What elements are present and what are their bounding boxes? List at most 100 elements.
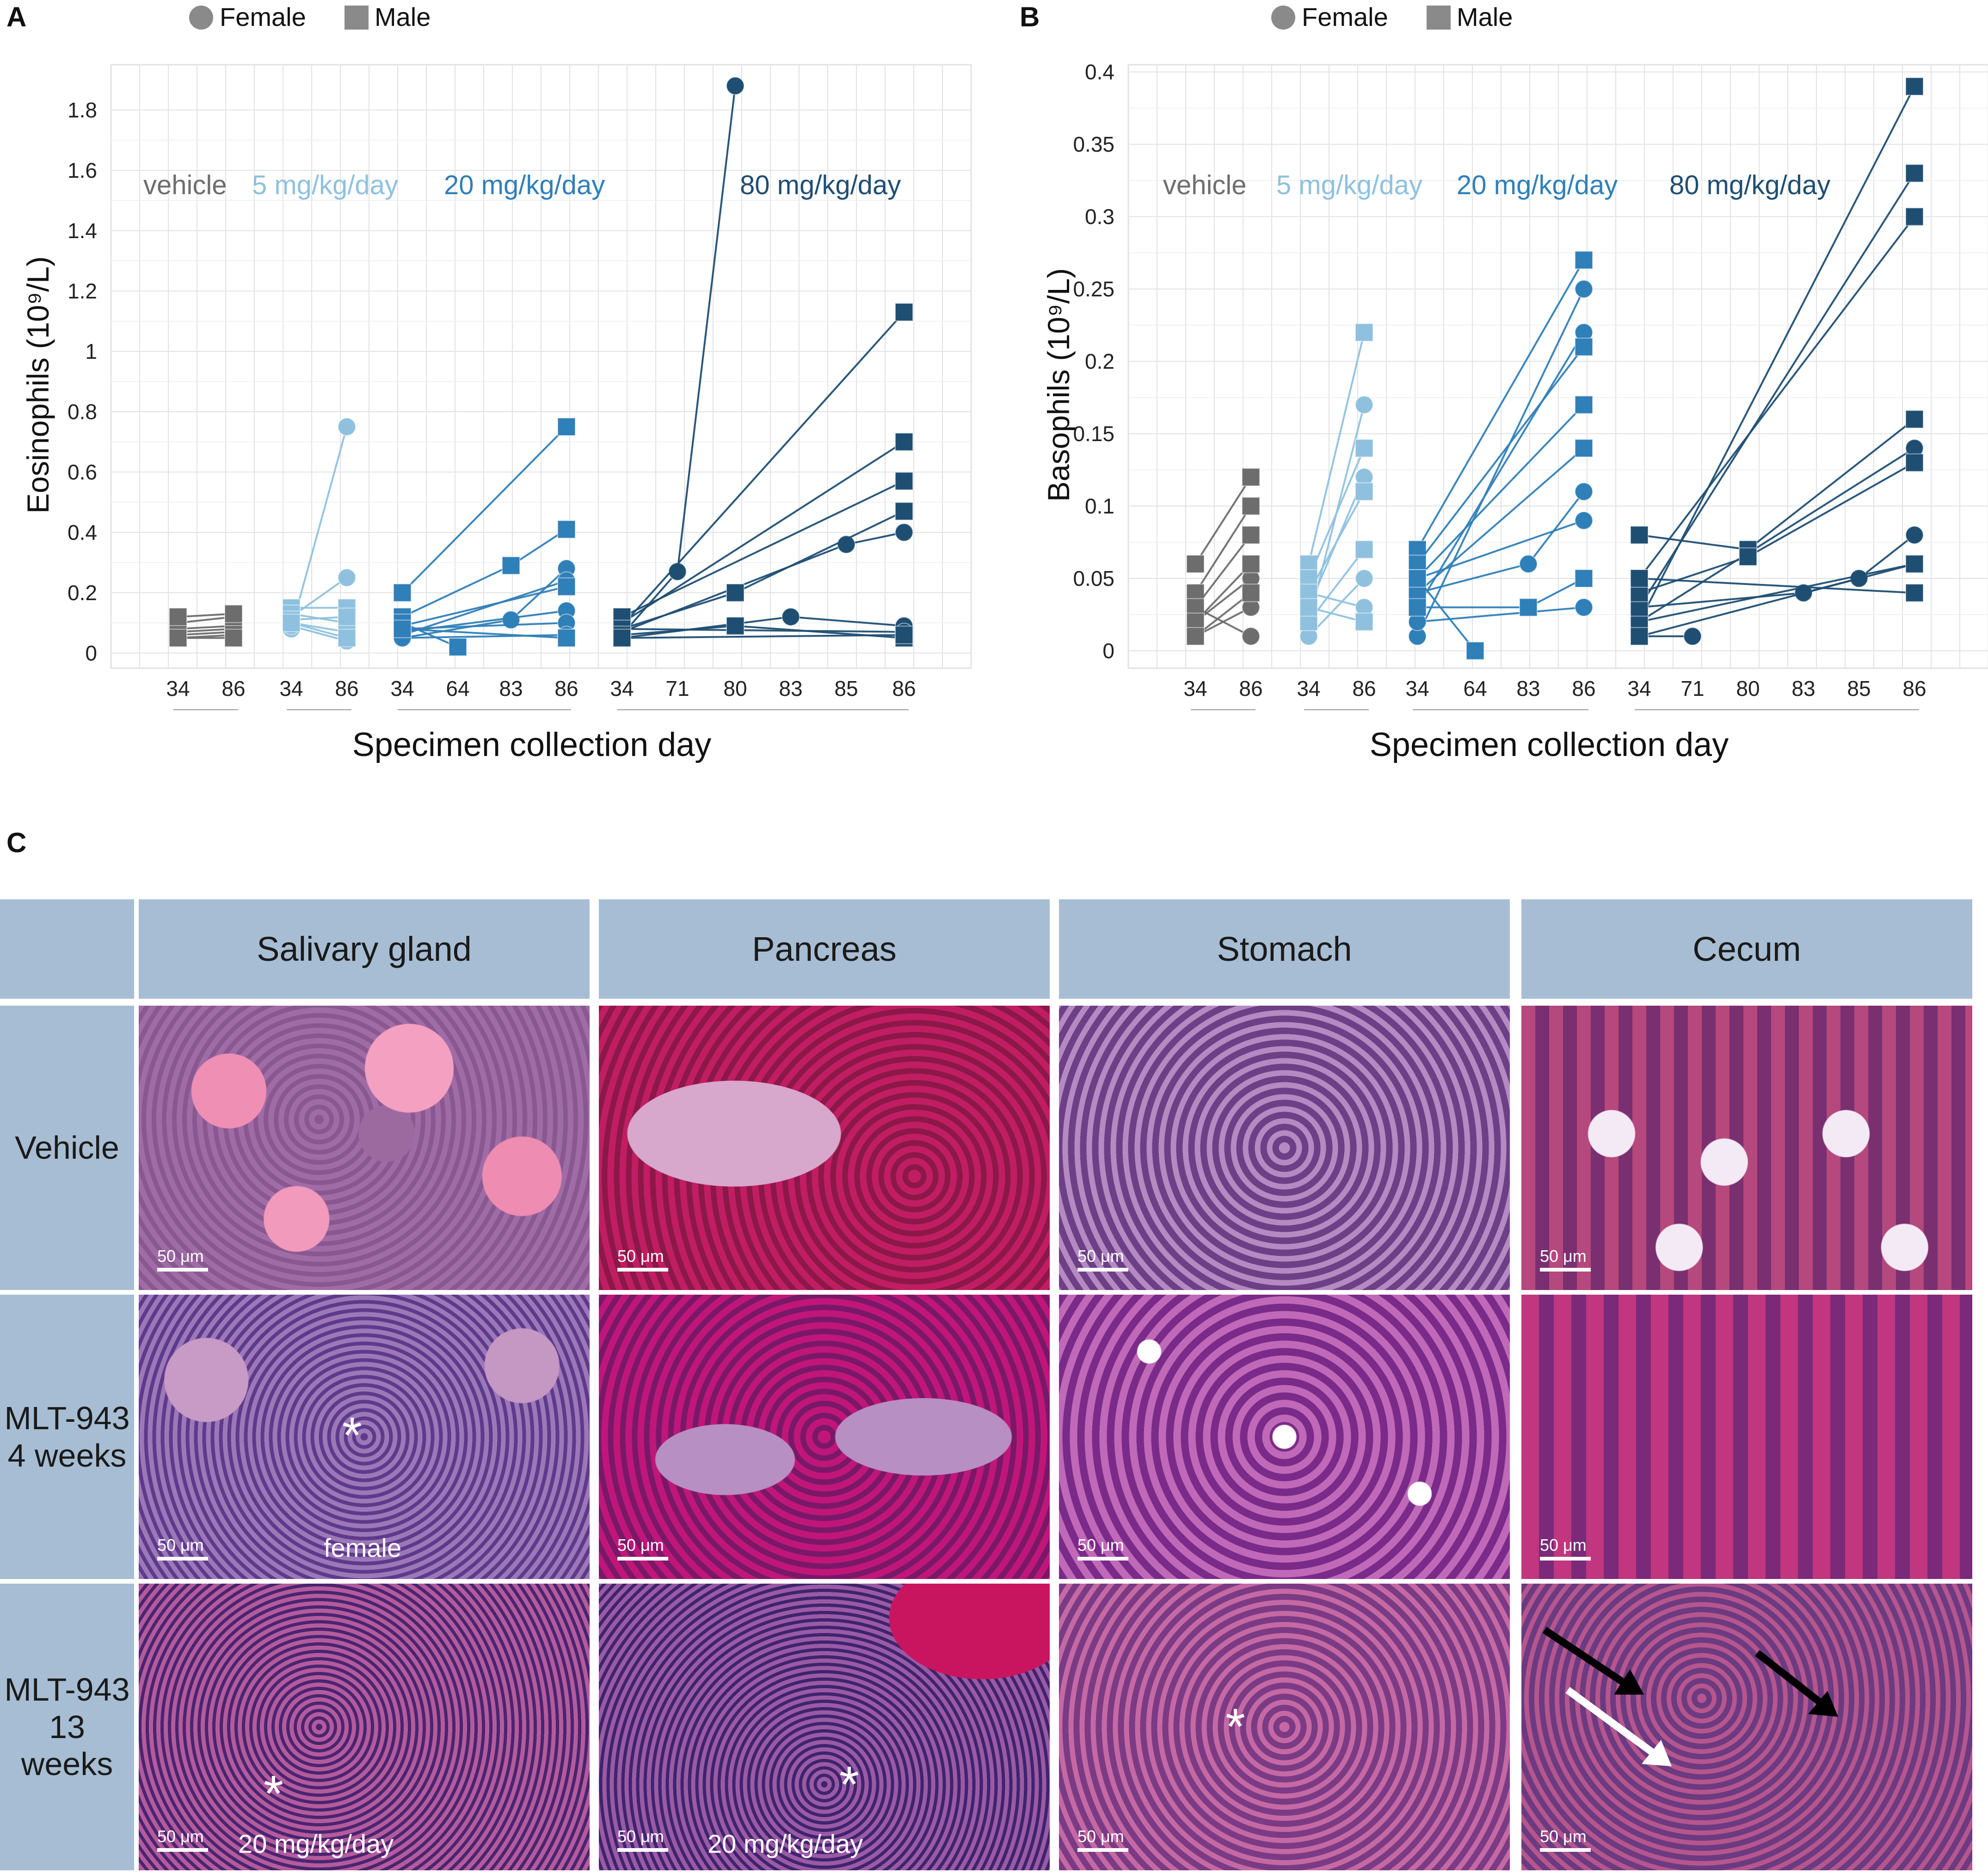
male-marker: [338, 628, 356, 647]
x-tick-label: 34: [1627, 676, 1651, 700]
male-marker: [1355, 540, 1373, 559]
micrograph-pancreas-4-weeks: 50 μm: [599, 1295, 1050, 1579]
group-label: 5 mg/kg/day: [252, 170, 398, 200]
male-marker: [1408, 569, 1427, 588]
y-tick-label: 0: [85, 641, 97, 665]
subject-line: [1416, 578, 1476, 651]
x-tick-label: 83: [1516, 676, 1540, 700]
infiltrate-asterisk: *: [264, 1765, 283, 1822]
micrograph-stomach-13-weeks: * 50 μm: [1059, 1584, 1510, 1870]
subject-line: [402, 528, 567, 618]
x-tick-label: 86: [1572, 676, 1595, 700]
column-header-salivary-gland: Salivary gland: [139, 899, 590, 999]
scale-bar-label: 50 μm: [1540, 1827, 1587, 1846]
legend-female-label: Female: [1302, 2, 1388, 31]
male-marker: [169, 628, 187, 647]
row-header-13-weeks: MLT-943 13 weeks: [0, 1584, 134, 1870]
scale-bar: [617, 1557, 668, 1561]
micrograph-salivary-13-weeks: * 20 mg/kg/day 50 μm: [139, 1584, 590, 1870]
chart-B: 0 0.05 0.1 0.15 0.2 0.25 0.3 0.35 0.4 Basophils (…: [1041, 2, 1988, 763]
male-marker: [726, 583, 745, 602]
x-tick-label: 34: [1183, 676, 1207, 700]
y-tick-label: 0.05: [1073, 566, 1114, 590]
x-tick-label: 86: [1902, 676, 1926, 700]
male-marker: [1575, 569, 1593, 588]
row-label-line2: 4 weeks: [7, 1437, 127, 1474]
subject-line: [1416, 259, 1585, 550]
panel-label-b: B: [1020, 1, 1040, 32]
subject-line: [622, 628, 905, 633]
scale-bar: [1540, 1557, 1591, 1561]
scale-bar-label: 50 μm: [157, 1536, 204, 1554]
y-tick-label: 0: [1102, 639, 1114, 663]
y-tick-label: 0.4: [68, 520, 97, 544]
male-marker: [282, 614, 301, 633]
chart-A: 0 0.2 0.4 0.6 0.8 1 1.2 1.4 1.6 1.8 Eosinophils (1…: [21, 2, 972, 763]
scale-bar: [1077, 1848, 1128, 1852]
x-tick-label: 83: [1791, 676, 1815, 700]
male-marker: [557, 577, 576, 596]
male-marker: [1905, 584, 1924, 602]
male-marker: [393, 583, 412, 602]
row-header-vehicle: Vehicle: [0, 1006, 134, 1290]
scale-bar-label: 50 μm: [157, 1247, 204, 1266]
female-marker: [1575, 280, 1593, 299]
scale-bar: [1540, 1268, 1591, 1272]
female-marker: [338, 568, 356, 587]
scale-bar: [157, 1557, 208, 1561]
male-marker: [1242, 554, 1260, 573]
subject-line: [622, 480, 905, 618]
male-marker: [557, 628, 576, 647]
male-marker: [1905, 453, 1924, 472]
subject-line: [621, 441, 905, 624]
scale-bar: [1077, 1557, 1128, 1561]
male-marker: [1355, 482, 1373, 501]
male-marker: [557, 520, 576, 539]
group-label: 80 mg/kg/day: [740, 170, 901, 200]
white-arrow-icon: [1565, 1687, 1672, 1766]
row-header-4-weeks: MLT-943 4 weeks: [0, 1295, 134, 1579]
female-marker: [1575, 482, 1593, 501]
subject-line: [1638, 216, 1915, 579]
male-marker: [1905, 207, 1924, 226]
y-tick-label: 0.4: [1085, 60, 1114, 84]
charts-canvas: 0 0.2 0.4 0.6 0.8 1 1.2 1.4 1.6 1.8 Eosinophils (1…: [21, 2, 1988, 763]
male-marker: [1186, 627, 1205, 646]
histology-grid: Salivary gland Pancreas Stomach Cecum Ve…: [0, 899, 1979, 1874]
subject-line: [1308, 448, 1365, 579]
subject-line: [1416, 447, 1585, 594]
scale-bar-label: 50 μm: [1540, 1247, 1587, 1266]
female-marker: [1683, 627, 1702, 646]
group-label: 20 mg/kg/day: [444, 170, 605, 200]
male-marker: [224, 604, 243, 623]
subject-line: [622, 634, 905, 639]
subject-line: [622, 531, 905, 633]
micrograph-cecum-4-weeks: 50 μm: [1521, 1295, 1972, 1579]
female-marker: [1519, 554, 1538, 573]
male-marker: [1575, 251, 1593, 270]
black-arrow-icon: [1755, 1650, 1838, 1717]
x-tick-label: 80: [723, 676, 747, 700]
scale-bar-label: 50 μm: [1540, 1536, 1587, 1554]
y-tick-label: 1.2: [68, 279, 97, 303]
group-label: 80 mg/kg/day: [1669, 170, 1830, 200]
dose-note: 20 mg/kg/day: [238, 1829, 394, 1858]
subject-line: [1194, 563, 1252, 623]
male-marker: [1905, 410, 1924, 429]
subject-line: [402, 634, 567, 639]
infiltrate-asterisk: *: [1225, 1698, 1245, 1755]
male-marker: [1905, 164, 1924, 183]
subject-line: [1638, 86, 1915, 622]
subject-line: [1417, 606, 1584, 623]
male-marker: [1186, 554, 1205, 573]
female-marker: [1905, 526, 1924, 545]
y-axis-label: Eosinophils (10⁹/L): [21, 256, 55, 514]
male-marker: [1630, 526, 1649, 545]
subject-line: [1639, 418, 1915, 551]
x-tick-label: 86: [892, 676, 916, 700]
subject-line: [1194, 534, 1252, 608]
male-marker: [1519, 598, 1538, 617]
x-tick-label: 64: [446, 676, 469, 700]
scale-bar: [1077, 1268, 1128, 1272]
male-marker: [726, 616, 745, 635]
